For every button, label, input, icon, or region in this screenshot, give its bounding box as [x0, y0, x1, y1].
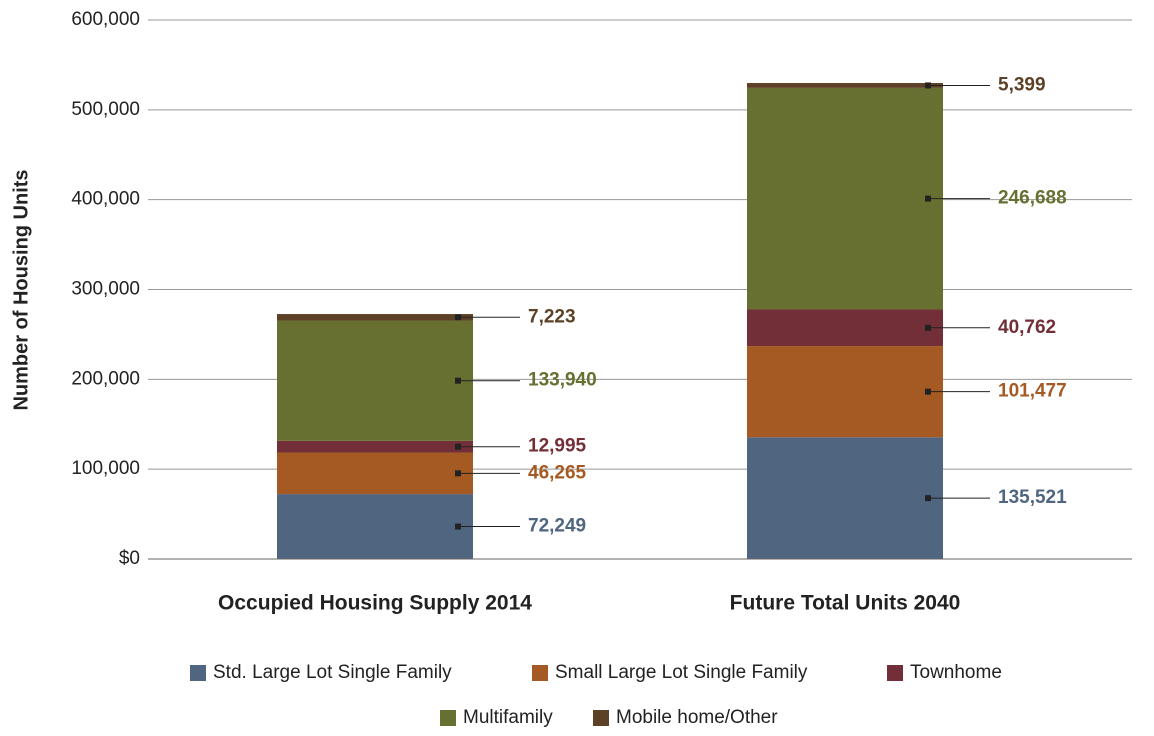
data-label: 7,223 [528, 306, 576, 327]
bar-segment [277, 440, 473, 453]
bar-segment [747, 309, 943, 347]
bar-segment [277, 452, 473, 495]
legend-swatch [532, 665, 548, 681]
data-label: 40,762 [998, 317, 1056, 338]
data-label: 133,940 [528, 370, 597, 391]
y-tick-label: $0 [119, 548, 140, 569]
bar-segment [747, 437, 943, 559]
data-label: 101,477 [998, 381, 1067, 402]
y-tick-label: 500,000 [71, 99, 140, 120]
data-label: 135,521 [998, 487, 1067, 508]
y-axis-title: Number of Housing Units [10, 169, 32, 410]
bar-segment [747, 83, 943, 88]
legend-label: Multifamily [463, 707, 553, 728]
bar-segment [277, 494, 473, 559]
bar-segment [277, 320, 473, 441]
legend-swatch [440, 710, 456, 726]
y-tick-label: 400,000 [71, 189, 140, 210]
bar-segment [747, 87, 943, 310]
data-label: 5,399 [998, 74, 1046, 95]
x-tick-label: Occupied Housing Supply 2014 [218, 592, 532, 615]
y-tick-label: 100,000 [71, 458, 140, 479]
legend-swatch [887, 665, 903, 681]
y-tick-label: 600,000 [71, 9, 140, 30]
y-tick-label: 300,000 [71, 279, 140, 300]
legend-label: Std. Large Lot Single Family [213, 662, 452, 683]
legend-label: Small Large Lot Single Family [555, 662, 808, 683]
data-label: 46,265 [528, 462, 587, 483]
legend-label: Mobile home/Other [616, 707, 778, 728]
legend-swatch [190, 665, 206, 681]
legend-swatch [593, 710, 609, 726]
x-tick-label: Future Total Units 2040 [730, 592, 961, 615]
legend-label: Townhome [910, 662, 1002, 683]
data-label: 246,688 [998, 188, 1067, 209]
y-tick-label: 200,000 [71, 368, 140, 389]
bar-segment [277, 314, 473, 321]
data-label: 12,995 [528, 436, 587, 457]
data-label: 72,249 [528, 516, 586, 537]
bar-segment [747, 346, 943, 438]
